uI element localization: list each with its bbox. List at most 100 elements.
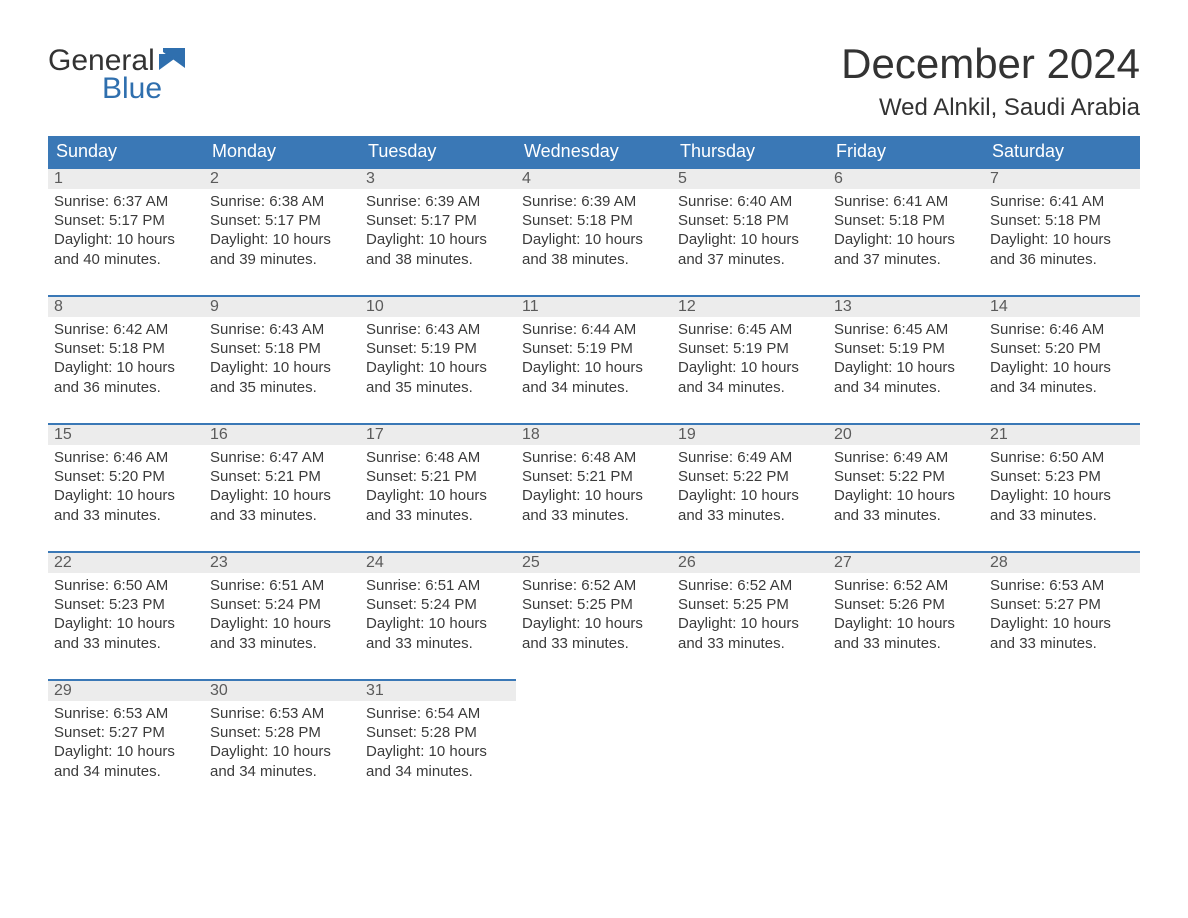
day-details: Sunrise: 6:50 AMSunset: 5:23 PMDaylight:…: [984, 445, 1140, 531]
sunrise-line: Sunrise: 6:40 AM: [678, 192, 822, 211]
calendar-day-cell: 2Sunrise: 6:38 AMSunset: 5:17 PMDaylight…: [204, 167, 360, 295]
calendar-day-cell: 26Sunrise: 6:52 AMSunset: 5:25 PMDayligh…: [672, 551, 828, 679]
daylight-line: Daylight: 10 hours and 34 minutes.: [210, 742, 354, 780]
weekday-header: Monday: [204, 136, 360, 167]
sunrise-line: Sunrise: 6:52 AM: [522, 576, 666, 595]
daylight-line: Daylight: 10 hours and 34 minutes.: [678, 358, 822, 396]
page-header: General Blue December 2024 Wed Alnkil, S…: [48, 40, 1140, 122]
weekday-header: Friday: [828, 136, 984, 167]
location-subtitle: Wed Alnkil, Saudi Arabia: [841, 94, 1140, 122]
calendar-day-cell: 10Sunrise: 6:43 AMSunset: 5:19 PMDayligh…: [360, 295, 516, 423]
daylight-line: Daylight: 10 hours and 36 minutes.: [990, 230, 1134, 268]
daylight-line: Daylight: 10 hours and 33 minutes.: [366, 486, 510, 524]
day-number: 17: [360, 423, 516, 445]
day-details: Sunrise: 6:48 AMSunset: 5:21 PMDaylight:…: [516, 445, 672, 531]
daylight-line: Daylight: 10 hours and 34 minutes.: [366, 742, 510, 780]
calendar-week-row: 22Sunrise: 6:50 AMSunset: 5:23 PMDayligh…: [48, 551, 1140, 679]
day-number: 28: [984, 551, 1140, 573]
day-details: Sunrise: 6:45 AMSunset: 5:19 PMDaylight:…: [828, 317, 984, 403]
daylight-line: Daylight: 10 hours and 33 minutes.: [522, 486, 666, 524]
day-details: Sunrise: 6:47 AMSunset: 5:21 PMDaylight:…: [204, 445, 360, 531]
sunrise-line: Sunrise: 6:53 AM: [210, 704, 354, 723]
sunset-line: Sunset: 5:21 PM: [522, 467, 666, 486]
calendar-day-cell: 13Sunrise: 6:45 AMSunset: 5:19 PMDayligh…: [828, 295, 984, 423]
sunset-line: Sunset: 5:19 PM: [678, 339, 822, 358]
day-number: 12: [672, 295, 828, 317]
daylight-line: Daylight: 10 hours and 34 minutes.: [990, 358, 1134, 396]
calendar-day-cell: 3Sunrise: 6:39 AMSunset: 5:17 PMDaylight…: [360, 167, 516, 295]
day-number: 29: [48, 679, 204, 701]
daylight-line: Daylight: 10 hours and 33 minutes.: [210, 614, 354, 652]
day-details: Sunrise: 6:43 AMSunset: 5:19 PMDaylight:…: [360, 317, 516, 403]
day-details: Sunrise: 6:38 AMSunset: 5:17 PMDaylight:…: [204, 189, 360, 275]
day-number: 25: [516, 551, 672, 573]
day-number: 14: [984, 295, 1140, 317]
sunrise-line: Sunrise: 6:41 AM: [990, 192, 1134, 211]
calendar-day-cell: 11Sunrise: 6:44 AMSunset: 5:19 PMDayligh…: [516, 295, 672, 423]
calendar-day-cell: 14Sunrise: 6:46 AMSunset: 5:20 PMDayligh…: [984, 295, 1140, 423]
daylight-line: Daylight: 10 hours and 38 minutes.: [366, 230, 510, 268]
day-details: Sunrise: 6:53 AMSunset: 5:27 PMDaylight:…: [48, 701, 204, 787]
day-details: Sunrise: 6:49 AMSunset: 5:22 PMDaylight:…: [828, 445, 984, 531]
calendar-day-cell: 31Sunrise: 6:54 AMSunset: 5:28 PMDayligh…: [360, 679, 516, 807]
sunset-line: Sunset: 5:20 PM: [54, 467, 198, 486]
day-details: Sunrise: 6:41 AMSunset: 5:18 PMDaylight:…: [984, 189, 1140, 275]
daylight-line: Daylight: 10 hours and 37 minutes.: [834, 230, 978, 268]
weekday-header-row: SundayMondayTuesdayWednesdayThursdayFrid…: [48, 136, 1140, 167]
calendar-day-cell: 20Sunrise: 6:49 AMSunset: 5:22 PMDayligh…: [828, 423, 984, 551]
daylight-line: Daylight: 10 hours and 39 minutes.: [210, 230, 354, 268]
sunrise-line: Sunrise: 6:49 AM: [834, 448, 978, 467]
day-number: 30: [204, 679, 360, 701]
sunrise-line: Sunrise: 6:39 AM: [522, 192, 666, 211]
daylight-line: Daylight: 10 hours and 33 minutes.: [990, 486, 1134, 524]
sunset-line: Sunset: 5:24 PM: [210, 595, 354, 614]
sunrise-line: Sunrise: 6:51 AM: [366, 576, 510, 595]
sunrise-line: Sunrise: 6:46 AM: [990, 320, 1134, 339]
calendar-day-cell: 18Sunrise: 6:48 AMSunset: 5:21 PMDayligh…: [516, 423, 672, 551]
calendar-week-row: 8Sunrise: 6:42 AMSunset: 5:18 PMDaylight…: [48, 295, 1140, 423]
day-details: Sunrise: 6:43 AMSunset: 5:18 PMDaylight:…: [204, 317, 360, 403]
sunrise-line: Sunrise: 6:43 AM: [366, 320, 510, 339]
day-number: 24: [360, 551, 516, 573]
calendar-day-cell: 28Sunrise: 6:53 AMSunset: 5:27 PMDayligh…: [984, 551, 1140, 679]
calendar-day-cell: [516, 679, 672, 807]
calendar-day-cell: 16Sunrise: 6:47 AMSunset: 5:21 PMDayligh…: [204, 423, 360, 551]
brand-logo: General Blue: [48, 40, 189, 104]
day-number: 5: [672, 167, 828, 189]
sunset-line: Sunset: 5:23 PM: [990, 467, 1134, 486]
weekday-header: Thursday: [672, 136, 828, 167]
sunset-line: Sunset: 5:17 PM: [54, 211, 198, 230]
sunset-line: Sunset: 5:21 PM: [366, 467, 510, 486]
sunset-line: Sunset: 5:18 PM: [678, 211, 822, 230]
sunset-line: Sunset: 5:18 PM: [834, 211, 978, 230]
day-number: 7: [984, 167, 1140, 189]
daylight-line: Daylight: 10 hours and 40 minutes.: [54, 230, 198, 268]
day-number: 11: [516, 295, 672, 317]
calendar-day-cell: [672, 679, 828, 807]
calendar-day-cell: 19Sunrise: 6:49 AMSunset: 5:22 PMDayligh…: [672, 423, 828, 551]
day-number: 19: [672, 423, 828, 445]
daylight-line: Daylight: 10 hours and 35 minutes.: [210, 358, 354, 396]
calendar-day-cell: 6Sunrise: 6:41 AMSunset: 5:18 PMDaylight…: [828, 167, 984, 295]
sunset-line: Sunset: 5:28 PM: [210, 723, 354, 742]
daylight-line: Daylight: 10 hours and 38 minutes.: [522, 230, 666, 268]
calendar-day-cell: 24Sunrise: 6:51 AMSunset: 5:24 PMDayligh…: [360, 551, 516, 679]
sunrise-line: Sunrise: 6:49 AM: [678, 448, 822, 467]
calendar-day-cell: 8Sunrise: 6:42 AMSunset: 5:18 PMDaylight…: [48, 295, 204, 423]
day-details: Sunrise: 6:48 AMSunset: 5:21 PMDaylight:…: [360, 445, 516, 531]
flag-icon: [159, 46, 189, 76]
sunset-line: Sunset: 5:17 PM: [366, 211, 510, 230]
daylight-line: Daylight: 10 hours and 37 minutes.: [678, 230, 822, 268]
sunset-line: Sunset: 5:25 PM: [678, 595, 822, 614]
sunset-line: Sunset: 5:18 PM: [54, 339, 198, 358]
sunset-line: Sunset: 5:25 PM: [522, 595, 666, 614]
day-details: Sunrise: 6:49 AMSunset: 5:22 PMDaylight:…: [672, 445, 828, 531]
sunset-line: Sunset: 5:19 PM: [522, 339, 666, 358]
sunrise-line: Sunrise: 6:54 AM: [366, 704, 510, 723]
sunrise-line: Sunrise: 6:50 AM: [990, 448, 1134, 467]
sunset-line: Sunset: 5:17 PM: [210, 211, 354, 230]
day-number: 27: [828, 551, 984, 573]
sunrise-line: Sunrise: 6:53 AM: [990, 576, 1134, 595]
calendar-day-cell: 21Sunrise: 6:50 AMSunset: 5:23 PMDayligh…: [984, 423, 1140, 551]
daylight-line: Daylight: 10 hours and 34 minutes.: [54, 742, 198, 780]
